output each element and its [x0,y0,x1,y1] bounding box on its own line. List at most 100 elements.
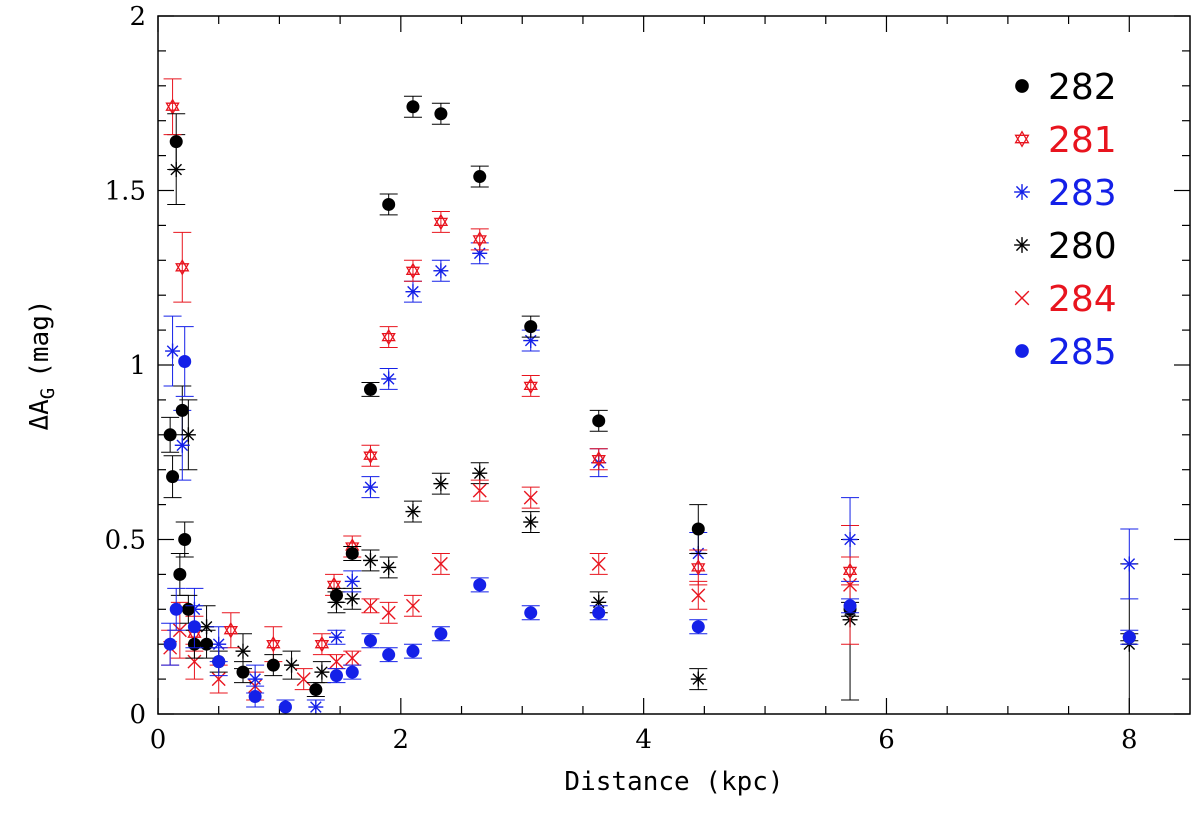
asterisk-stroke [435,477,447,490]
marker [381,605,396,620]
y-axis-title-unit: (mag) [25,299,55,377]
marker [165,98,180,116]
hexagram-part [591,450,606,464]
asterisk-stroke [1123,558,1136,570]
marker [434,627,448,641]
legend: 282 281 283 280 284 285 [1014,67,1117,373]
marker [278,700,292,714]
data-point [163,78,182,136]
legend-marker [1014,237,1030,253]
asterisk-stroke [364,481,377,493]
legend-item-285: 285 [1015,332,1117,373]
cross-stroke [296,672,311,687]
data-point [306,682,325,698]
data-point [521,315,540,338]
cross-stroke [187,654,202,669]
data-point [689,504,708,554]
x-tick-label: 4 [635,725,652,755]
axis-ticks [157,15,1190,715]
data-point [431,210,450,233]
data-point [282,650,301,680]
marker [200,637,214,651]
y-axis-title-main: ΔA [25,399,55,431]
marker [165,343,181,359]
marker [524,606,538,620]
data-point [841,556,860,586]
data-point [209,647,228,677]
marker [405,284,421,300]
data-point [343,650,362,666]
data-point [431,552,450,575]
marker [473,170,487,184]
legend-label: 283 [1048,173,1117,214]
cross-stroke [211,672,226,687]
data-point [161,416,180,453]
asterisk-stroke [310,701,322,713]
y-axis-title-subscript: G [37,388,59,399]
cross-stroke [381,605,396,620]
marker [247,671,263,687]
marker [433,263,449,279]
marker [405,262,421,280]
y-tick-label: 2 [129,2,146,32]
marker [382,648,396,662]
x-tick-label: 8 [1121,725,1138,755]
y-tick-label: 1 [129,351,146,381]
data-point [379,601,398,624]
data-point [403,500,422,523]
data-point [521,486,540,509]
data-point [841,598,860,614]
marker [344,573,360,589]
marker [308,699,324,715]
marker [433,476,449,492]
series-280 [167,134,1139,715]
y-tick-label: 1.5 [105,177,146,207]
data-point [361,381,380,397]
y-axis-title: ΔAG (mag) [25,299,59,430]
asterisk-stroke [346,575,359,588]
hexagram-part [165,102,180,116]
legend-item-283: 283 [1014,173,1117,214]
marker [169,135,183,149]
plot-frame [157,15,1191,715]
data-point [521,605,540,621]
data-point [403,594,422,617]
x-tick-label: 0 [150,725,167,755]
hexagram-part [363,451,378,465]
data-point [689,580,708,610]
asterisk-stroke [844,533,856,546]
hexagram-part [165,98,180,111]
marker [363,598,378,613]
marker [345,651,360,666]
data-point [379,647,398,663]
marker [345,546,359,560]
marker [309,683,323,697]
marker [236,665,250,679]
cross-stroke [363,598,378,613]
cross-stroke [691,588,706,603]
hexagram-part [223,621,239,635]
marker [433,556,448,571]
series-283 [163,242,1139,715]
data-point [379,367,398,390]
marker [173,567,187,581]
asterisk-stroke [524,516,537,528]
marker [405,504,421,520]
x-tick-label: 2 [393,725,410,755]
marker [266,635,281,653]
data-point [343,664,362,680]
marker [405,598,420,613]
data-point [175,326,194,397]
asterisk-stroke [407,505,419,518]
marker [314,664,330,680]
hexagram-part [1014,130,1030,144]
data-point [361,476,380,499]
hexagram-part [314,635,330,649]
marker [591,556,606,571]
marker [329,588,343,602]
series-281 [163,78,860,663]
legend-marker [1015,344,1029,358]
marker [329,654,344,669]
hexagram-part [381,332,396,346]
